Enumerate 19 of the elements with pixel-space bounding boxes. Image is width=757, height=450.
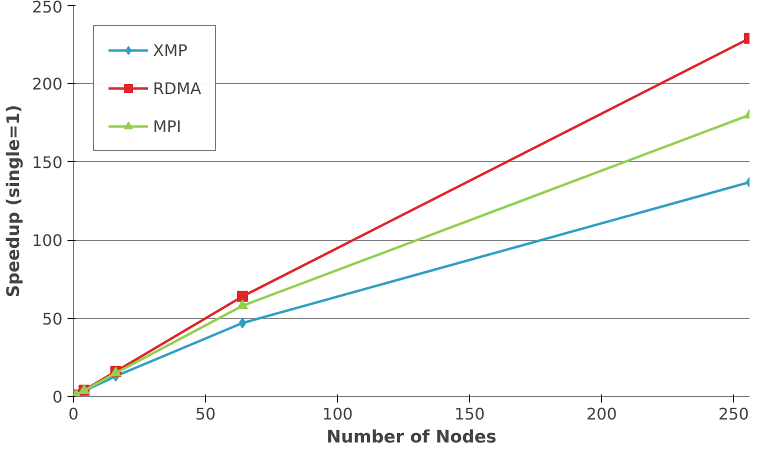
y-tick-label: 150 [32, 152, 63, 172]
x-axis-title: Number of Nodes [326, 428, 496, 448]
x-tick-label: 50 [195, 404, 216, 424]
y-tick-label: 50 [42, 309, 62, 328]
point [237, 300, 248, 310]
y-tick-label: 0 [52, 388, 63, 406]
legend-label: XMP [153, 40, 188, 60]
x-tick-label: 250 [718, 404, 749, 424]
x-tick-label: 200 [586, 404, 617, 424]
legend-label: RDMA [153, 78, 202, 98]
point [237, 290, 248, 302]
x-tick-label: 0 [68, 404, 79, 424]
x-tick-label: 100 [322, 404, 353, 424]
y-tick-label: 100 [32, 231, 63, 250]
y-tick-label: 250 [32, 0, 63, 16]
legend-label: MPI [153, 116, 182, 136]
x-tick-label: 150 [454, 404, 485, 424]
y-axis-title: Speedup (single=1) [4, 104, 24, 298]
y-tick-label: 200 [32, 74, 63, 94]
